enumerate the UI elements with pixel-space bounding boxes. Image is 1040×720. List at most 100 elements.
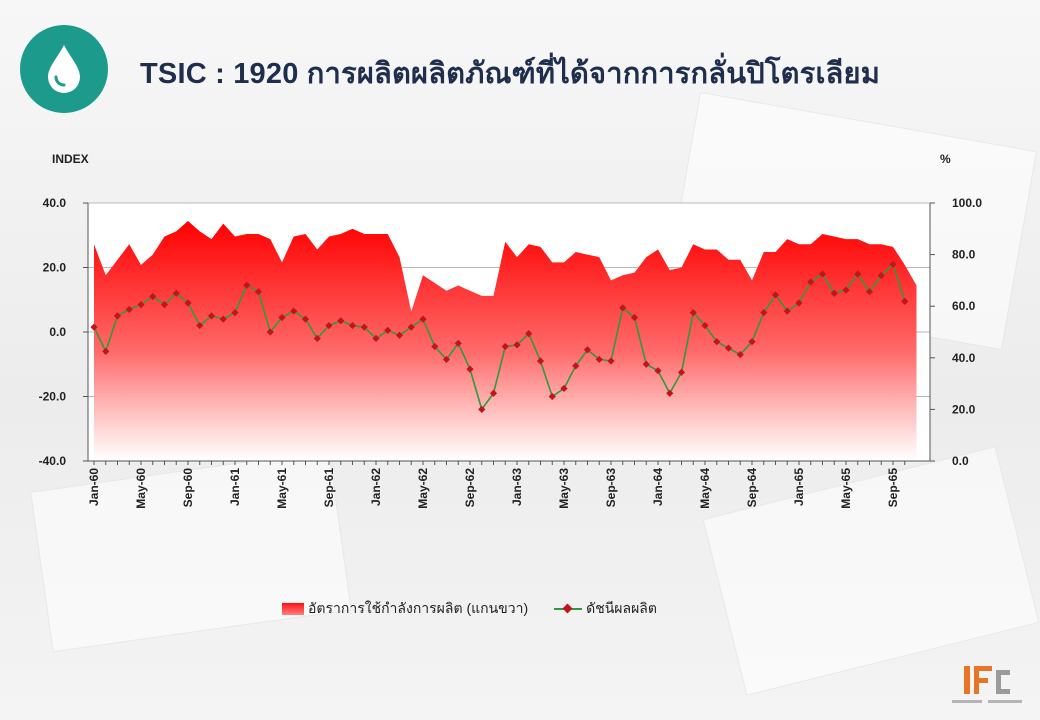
data-point-marker <box>172 289 180 297</box>
x-axis-tick-label: May-62 <box>416 468 430 509</box>
data-point-marker <box>536 357 545 365</box>
data-point-marker <box>113 312 122 320</box>
data-point-marker <box>619 304 627 312</box>
header-icon-badge <box>20 25 108 113</box>
data-point-marker <box>689 309 697 317</box>
data-point-marker <box>219 315 227 323</box>
left-axis-tick-label: -40.0 <box>39 454 67 468</box>
data-point-marker <box>795 299 803 307</box>
right-axis-tick-label: 40.0 <box>952 351 976 365</box>
data-point-marker <box>889 260 897 268</box>
oie-logo <box>952 666 1022 703</box>
data-point-marker <box>607 357 615 365</box>
right-axis-tick-labels: 100.0 80.0 60.0 40.0 20.0 0.0 <box>952 196 982 468</box>
data-point-marker <box>243 281 251 289</box>
data-point-marker <box>454 339 462 347</box>
data-point-marker <box>513 341 521 349</box>
x-axis-tick-label: Jan-62 <box>369 468 383 506</box>
x-axis-tick-label: Sep-65 <box>886 468 900 508</box>
right-axis-unit: % <box>940 152 951 166</box>
data-point-marker <box>548 392 556 401</box>
x-axis-tick-label: Sep-62 <box>463 468 477 508</box>
data-point-marker <box>724 344 733 352</box>
data-point-marker <box>90 323 98 331</box>
page-title: TSIC : 1920 การผลิตผลิตภัณฑ์ที่ได้จากการ… <box>140 58 881 90</box>
right-axis-tick-label: 80.0 <box>952 248 976 262</box>
left-axis-tick-labels: 40.0 20.0 0.0 -20.0 -40.0 <box>39 196 67 468</box>
x-axis-tick-label: May-64 <box>698 468 712 509</box>
data-point-marker <box>337 317 345 325</box>
data-point-marker <box>360 323 368 331</box>
data-point-marker <box>771 291 780 299</box>
data-point-marker <box>760 309 768 317</box>
data-point-marker <box>877 271 885 280</box>
data-point-marker <box>102 347 110 355</box>
axes <box>83 202 935 465</box>
x-axis-tick-label: Jan-63 <box>510 468 524 506</box>
data-point-marker <box>830 289 838 297</box>
data-point-marker <box>149 292 157 301</box>
chart-legend: อัตราการใช้กำลังการผลิต (แกนขวา) ดัชนีผล… <box>282 598 657 620</box>
data-point-marker <box>501 342 509 351</box>
data-point-marker <box>701 321 709 330</box>
data-point-marker <box>854 270 862 278</box>
data-point-marker <box>384 326 392 334</box>
x-axis-tick-label: May-60 <box>134 468 148 509</box>
legend-area-label: อัตราการใช้กำลังการผลิต (แกนขวา) <box>308 600 529 616</box>
data-point-marker <box>431 342 439 351</box>
data-point-marker <box>748 338 756 346</box>
x-axis-tick-label: May-61 <box>275 468 289 509</box>
data-point-marker <box>736 350 744 359</box>
capacity-utilization-area <box>94 221 917 461</box>
data-point-marker <box>137 300 145 309</box>
data-point-marker <box>266 328 274 336</box>
data-point-marker <box>666 389 674 397</box>
x-axis-tick-label: Sep-61 <box>322 468 336 508</box>
right-axis-tick-label: 60.0 <box>952 299 976 313</box>
data-point-marker <box>630 313 639 322</box>
data-point-marker <box>572 362 580 370</box>
data-point-marker <box>290 307 298 315</box>
data-point-marker <box>525 330 533 338</box>
x-axis-tick-label: Jan-61 <box>228 468 242 506</box>
x-axis-tick-label: Jan-60 <box>87 468 101 506</box>
data-point-marker <box>642 360 650 368</box>
production-index-markers <box>90 260 909 413</box>
data-point-marker <box>160 300 169 309</box>
data-point-marker <box>654 367 662 375</box>
data-point-marker <box>560 384 568 393</box>
x-axis-tick-label: May-65 <box>839 468 853 509</box>
left-axis-tick-label: 20.0 <box>43 261 67 275</box>
left-axis-tick-label: -20.0 <box>39 390 67 404</box>
legend-area-swatch <box>282 603 304 615</box>
data-point-marker <box>254 288 263 296</box>
x-axis-tick-label: Jan-65 <box>792 468 806 506</box>
legend-line-label: ดัชนีผลผลิต <box>586 600 657 616</box>
x-axis-tick-label: Jan-64 <box>651 468 665 506</box>
data-point-marker <box>901 297 909 305</box>
data-point-marker <box>818 270 827 278</box>
data-point-marker <box>372 334 380 343</box>
data-point-marker <box>407 323 415 331</box>
right-axis-tick-label: 20.0 <box>952 402 976 416</box>
data-point-marker <box>184 299 192 307</box>
data-point-marker <box>595 355 603 364</box>
left-axis-unit: INDEX <box>52 152 89 166</box>
x-axis-tick-labels: Jan-60 May-60 Sep-60 Jan-61 May-61 Sep-61 Jan-… <box>87 468 900 509</box>
droplet-icon <box>48 45 80 93</box>
data-point-marker <box>865 288 874 296</box>
data-point-marker <box>583 346 592 354</box>
left-axis-tick-label: 40.0 <box>43 196 67 210</box>
data-point-marker <box>348 321 357 330</box>
data-point-marker <box>325 321 333 330</box>
right-axis-tick-label: 100.0 <box>952 196 982 210</box>
x-axis-tick-label: Sep-60 <box>181 468 195 508</box>
x-axis-tick-label: May-63 <box>557 468 571 509</box>
data-point-marker <box>231 309 239 317</box>
x-axis-tick-label: Sep-64 <box>745 468 759 508</box>
data-point-marker <box>489 389 498 397</box>
left-axis-tick-label: 0.0 <box>49 325 66 339</box>
data-point-marker <box>301 315 310 323</box>
legend-line-swatch <box>554 603 583 615</box>
